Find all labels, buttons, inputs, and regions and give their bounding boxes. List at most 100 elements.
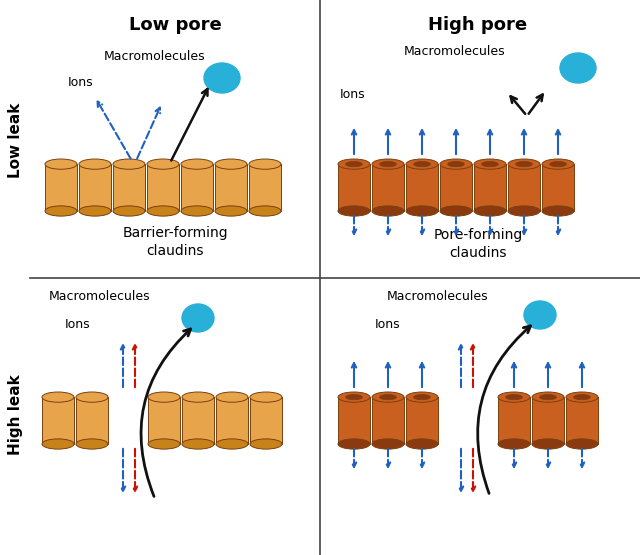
Text: Ions: Ions bbox=[340, 88, 365, 101]
Ellipse shape bbox=[113, 159, 145, 169]
Ellipse shape bbox=[42, 439, 74, 449]
Ellipse shape bbox=[147, 206, 179, 216]
Ellipse shape bbox=[79, 206, 111, 216]
Ellipse shape bbox=[250, 392, 282, 402]
Ellipse shape bbox=[182, 392, 214, 402]
Bar bbox=[182, 397, 214, 444]
Ellipse shape bbox=[448, 162, 465, 167]
Bar bbox=[147, 164, 179, 211]
Ellipse shape bbox=[413, 162, 430, 167]
Bar bbox=[372, 164, 404, 211]
Text: Macromolecules: Macromolecules bbox=[387, 290, 489, 303]
Ellipse shape bbox=[372, 206, 404, 216]
Ellipse shape bbox=[250, 439, 282, 449]
Bar bbox=[338, 397, 370, 444]
Ellipse shape bbox=[249, 206, 281, 216]
Ellipse shape bbox=[406, 439, 438, 449]
Bar bbox=[148, 397, 180, 444]
Text: High pore: High pore bbox=[428, 16, 527, 34]
Ellipse shape bbox=[338, 439, 370, 449]
Ellipse shape bbox=[413, 395, 430, 400]
Ellipse shape bbox=[372, 392, 404, 402]
Ellipse shape bbox=[181, 159, 213, 169]
Text: Low leak: Low leak bbox=[8, 102, 24, 178]
Ellipse shape bbox=[508, 206, 540, 216]
Ellipse shape bbox=[338, 206, 370, 216]
Ellipse shape bbox=[204, 63, 240, 93]
Bar bbox=[79, 164, 111, 211]
Ellipse shape bbox=[506, 395, 522, 400]
Bar bbox=[532, 397, 564, 444]
Ellipse shape bbox=[498, 439, 530, 449]
Bar bbox=[372, 397, 404, 444]
Ellipse shape bbox=[540, 395, 556, 400]
Ellipse shape bbox=[566, 392, 598, 402]
Text: Barrier-forming
claudins: Barrier-forming claudins bbox=[122, 226, 228, 259]
Ellipse shape bbox=[482, 162, 499, 167]
Ellipse shape bbox=[215, 206, 247, 216]
Ellipse shape bbox=[380, 162, 396, 167]
Text: Ions: Ions bbox=[375, 318, 401, 331]
Bar bbox=[249, 164, 281, 211]
Bar bbox=[45, 164, 77, 211]
Ellipse shape bbox=[76, 392, 108, 402]
Text: High leak: High leak bbox=[8, 375, 24, 455]
Text: Macromolecules: Macromolecules bbox=[104, 50, 206, 63]
Ellipse shape bbox=[372, 159, 404, 169]
Ellipse shape bbox=[45, 159, 77, 169]
Ellipse shape bbox=[215, 159, 247, 169]
Ellipse shape bbox=[560, 53, 596, 83]
Ellipse shape bbox=[249, 159, 281, 169]
Ellipse shape bbox=[346, 395, 362, 400]
Ellipse shape bbox=[573, 395, 590, 400]
Text: Ions: Ions bbox=[65, 318, 91, 331]
Text: Ions: Ions bbox=[68, 76, 93, 89]
Bar bbox=[542, 164, 574, 211]
Ellipse shape bbox=[542, 206, 574, 216]
Bar bbox=[76, 397, 108, 444]
Ellipse shape bbox=[181, 206, 213, 216]
Ellipse shape bbox=[216, 392, 248, 402]
Bar bbox=[215, 164, 247, 211]
Ellipse shape bbox=[474, 159, 506, 169]
Bar bbox=[406, 397, 438, 444]
Ellipse shape bbox=[550, 162, 566, 167]
Bar bbox=[474, 164, 506, 211]
Bar bbox=[250, 397, 282, 444]
Bar bbox=[508, 164, 540, 211]
Bar bbox=[216, 397, 248, 444]
Bar bbox=[566, 397, 598, 444]
Bar bbox=[338, 164, 370, 211]
Text: Macromolecules: Macromolecules bbox=[49, 290, 151, 303]
Ellipse shape bbox=[406, 206, 438, 216]
Ellipse shape bbox=[532, 392, 564, 402]
Ellipse shape bbox=[346, 162, 362, 167]
Ellipse shape bbox=[216, 439, 248, 449]
Ellipse shape bbox=[440, 159, 472, 169]
Ellipse shape bbox=[406, 392, 438, 402]
Text: Macromolecules: Macromolecules bbox=[404, 45, 506, 58]
Ellipse shape bbox=[532, 439, 564, 449]
Ellipse shape bbox=[148, 392, 180, 402]
Ellipse shape bbox=[566, 439, 598, 449]
Ellipse shape bbox=[516, 162, 532, 167]
Ellipse shape bbox=[508, 159, 540, 169]
Ellipse shape bbox=[42, 392, 74, 402]
Ellipse shape bbox=[338, 392, 370, 402]
Ellipse shape bbox=[147, 159, 179, 169]
Ellipse shape bbox=[182, 439, 214, 449]
Ellipse shape bbox=[372, 439, 404, 449]
Text: Pore-forming
claudins: Pore-forming claudins bbox=[433, 228, 523, 260]
Bar bbox=[440, 164, 472, 211]
Ellipse shape bbox=[406, 159, 438, 169]
Text: Low pore: Low pore bbox=[129, 16, 221, 34]
Ellipse shape bbox=[45, 206, 77, 216]
Ellipse shape bbox=[79, 159, 111, 169]
Bar bbox=[406, 164, 438, 211]
Ellipse shape bbox=[524, 301, 556, 329]
Ellipse shape bbox=[440, 206, 472, 216]
Ellipse shape bbox=[474, 206, 506, 216]
Ellipse shape bbox=[76, 439, 108, 449]
Ellipse shape bbox=[113, 206, 145, 216]
Ellipse shape bbox=[338, 159, 370, 169]
